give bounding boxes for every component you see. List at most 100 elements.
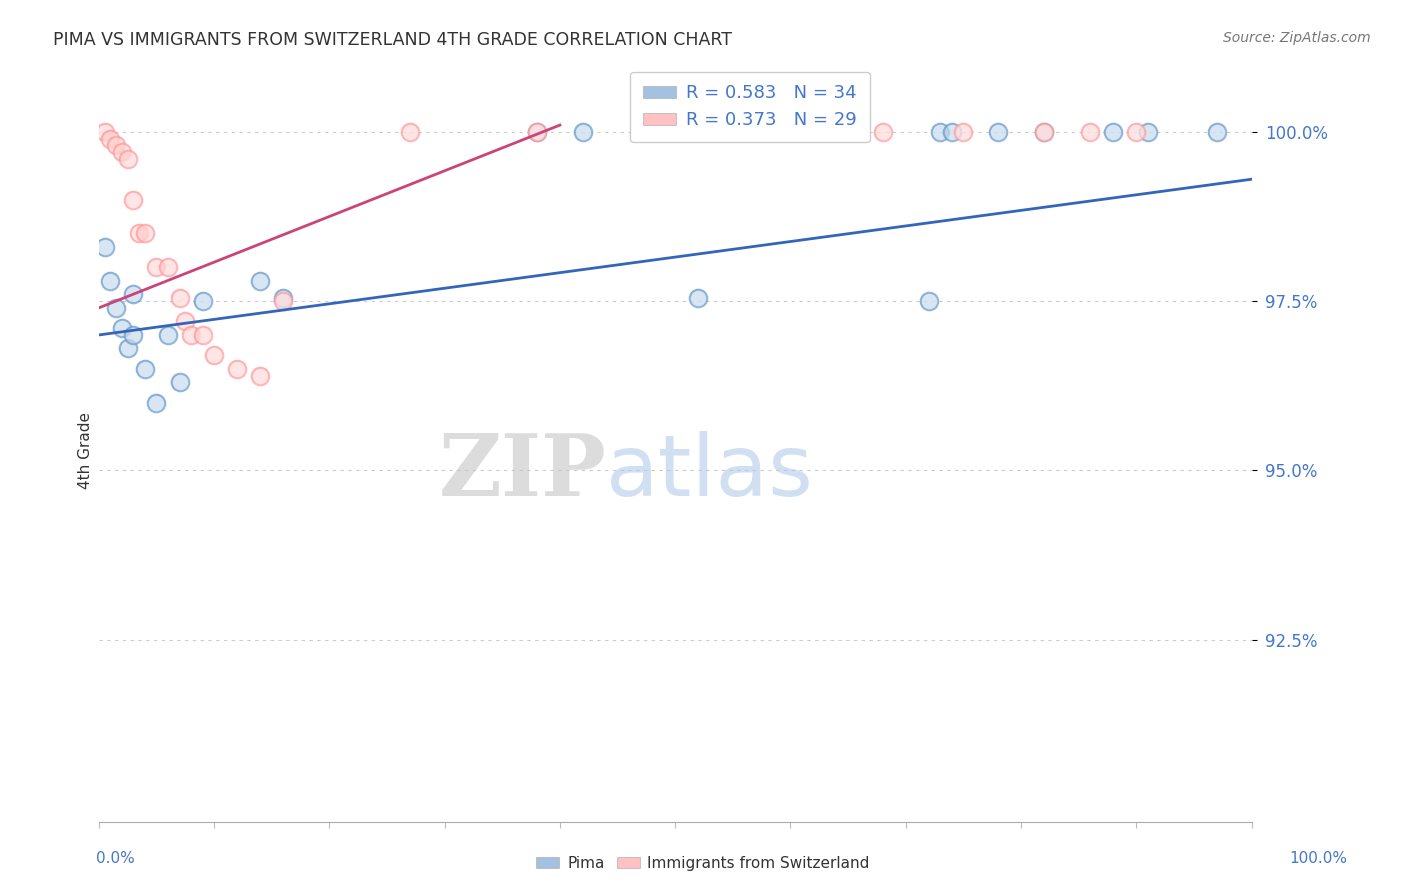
Point [733,125,755,139]
Point [169,291,191,305]
Point [122,193,145,207]
Point [105,301,128,315]
Point [117,342,139,356]
Point [688,291,710,305]
Point [941,125,963,139]
Point [122,328,145,343]
Point [399,125,422,139]
Point [93,125,115,139]
Point [249,368,271,383]
Point [664,125,686,139]
Point [156,328,179,343]
Point [630,125,652,139]
Point [98,274,121,288]
Point [721,125,744,139]
Point [249,274,271,288]
Point [572,125,595,139]
Point [872,125,894,139]
Point [526,125,548,139]
Point [803,125,825,139]
Point [630,125,652,139]
Point [918,294,941,309]
Point [271,291,294,305]
Point [688,291,710,305]
Text: PIMA VS IMMIGRANTS FROM SWITZERLAND 4TH GRADE CORRELATION CHART: PIMA VS IMMIGRANTS FROM SWITZERLAND 4TH … [53,31,733,49]
Point [814,125,837,139]
Point [111,145,134,160]
Point [134,361,156,376]
Point [156,260,179,275]
Point [1125,125,1147,139]
Point [721,125,744,139]
Point [952,125,974,139]
Point [111,321,134,335]
Point [145,260,167,275]
Point [134,361,156,376]
Point [134,227,156,241]
Point [918,294,941,309]
Point [122,193,145,207]
Point [111,145,134,160]
Point [169,376,191,390]
Point [745,125,768,139]
Point [664,125,686,139]
Point [1033,125,1056,139]
Point [271,294,294,309]
Point [117,152,139,166]
Point [117,342,139,356]
Legend: R = 0.583   N = 34, R = 0.373   N = 29: R = 0.583 N = 34, R = 0.373 N = 29 [630,72,870,142]
Point [803,125,825,139]
Point [1102,125,1125,139]
Point [111,321,134,335]
Point [128,227,150,241]
Point [202,348,225,362]
Point [941,125,963,139]
Point [191,328,214,343]
Point [156,328,179,343]
Point [1206,125,1229,139]
Point [756,125,779,139]
Point [105,138,128,153]
Point [226,361,249,376]
Point [202,348,225,362]
Point [271,294,294,309]
Point [180,328,202,343]
Point [93,125,115,139]
Point [1078,125,1101,139]
Point [526,125,548,139]
Point [105,138,128,153]
Point [180,328,202,343]
Point [987,125,1010,139]
Point [249,274,271,288]
Point [134,227,156,241]
Point [145,395,167,409]
Point [710,125,733,139]
Legend: Pima, Immigrants from Switzerland: Pima, Immigrants from Switzerland [530,850,876,877]
Point [117,152,139,166]
Point [952,125,974,139]
Point [526,125,548,139]
Point [664,125,686,139]
Point [191,328,214,343]
Point [156,260,179,275]
Point [733,125,755,139]
Point [122,287,145,301]
Point [93,240,115,254]
Point [1033,125,1056,139]
Point [803,125,825,139]
Point [93,240,115,254]
Point [745,125,768,139]
Point [1078,125,1101,139]
Point [872,125,894,139]
Text: Source: ZipAtlas.com: Source: ZipAtlas.com [1223,31,1371,45]
Point [122,328,145,343]
Point [399,125,422,139]
Point [929,125,952,139]
Point [271,291,294,305]
Point [572,125,595,139]
Point [814,125,837,139]
Point [526,125,548,139]
Point [226,361,249,376]
Point [1136,125,1159,139]
Point [98,131,121,145]
